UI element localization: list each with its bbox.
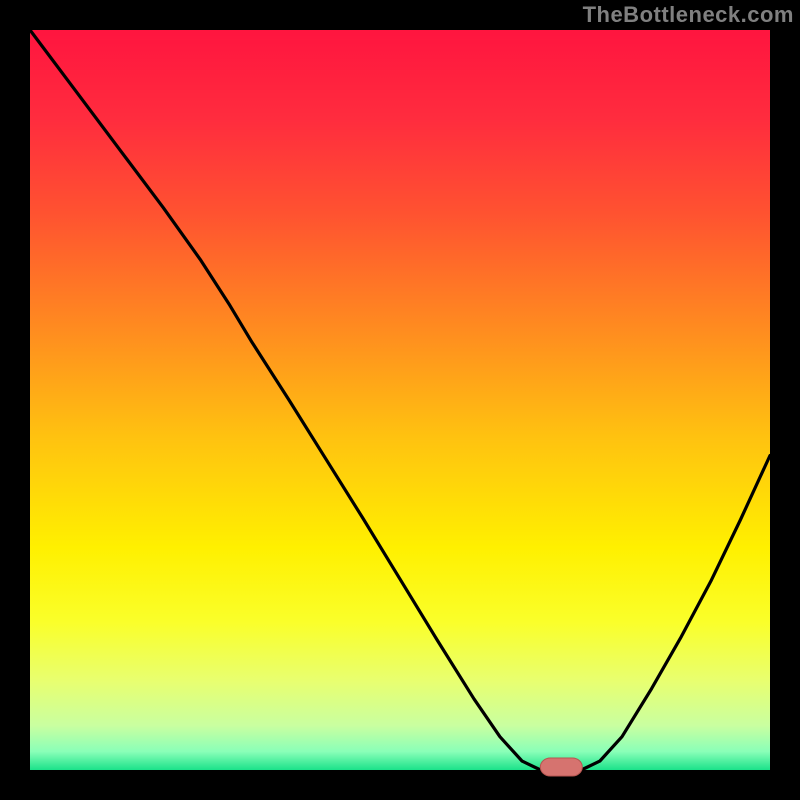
chart-container: TheBottleneck.com [0, 0, 800, 800]
optimal-marker [540, 758, 582, 776]
gradient-background [30, 30, 770, 770]
watermark-text: TheBottleneck.com [583, 0, 800, 28]
bottleneck-chart [0, 0, 800, 800]
